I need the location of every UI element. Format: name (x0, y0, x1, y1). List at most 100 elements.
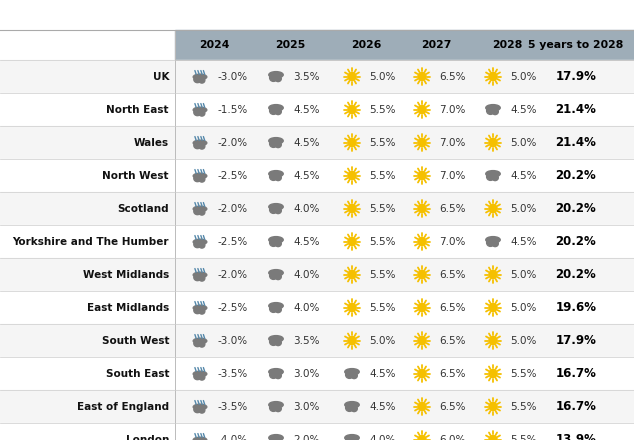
Text: -2.5%: -2.5% (217, 171, 247, 180)
Text: 6.5%: 6.5% (439, 369, 465, 378)
Text: 5.0%: 5.0% (510, 335, 536, 345)
Text: East Midlands: East Midlands (87, 303, 169, 312)
Bar (0, 159, 634, 192)
Text: 17.9%: 17.9% (555, 334, 597, 347)
Ellipse shape (275, 439, 281, 440)
Ellipse shape (269, 173, 277, 180)
Ellipse shape (194, 241, 201, 248)
Text: South East: South East (105, 369, 169, 378)
Text: 5 years to 2028: 5 years to 2028 (528, 40, 624, 50)
Ellipse shape (194, 274, 201, 281)
Text: 4.5%: 4.5% (369, 401, 396, 411)
Ellipse shape (199, 341, 205, 347)
Bar (175, 30, 634, 60)
Text: 5.0%: 5.0% (510, 203, 536, 213)
Ellipse shape (199, 209, 205, 215)
Ellipse shape (193, 107, 207, 113)
Bar (0, 390, 634, 423)
Text: 7.0%: 7.0% (439, 137, 465, 147)
Ellipse shape (193, 140, 207, 146)
Ellipse shape (194, 439, 201, 440)
Bar (0, 423, 634, 440)
Text: 4.5%: 4.5% (293, 171, 320, 180)
Circle shape (489, 205, 497, 213)
Bar (0, 93, 634, 126)
Circle shape (348, 238, 356, 246)
Circle shape (418, 238, 426, 246)
Ellipse shape (492, 109, 498, 114)
Ellipse shape (269, 72, 283, 78)
Ellipse shape (486, 237, 500, 243)
Text: 5.0%: 5.0% (369, 72, 396, 81)
Ellipse shape (487, 107, 495, 114)
Ellipse shape (194, 340, 201, 347)
Circle shape (418, 106, 426, 114)
Circle shape (418, 370, 426, 378)
Text: 2028: 2028 (492, 40, 522, 50)
Text: 4.0%: 4.0% (293, 303, 320, 312)
Circle shape (489, 304, 497, 312)
Text: South West: South West (101, 335, 169, 345)
Circle shape (348, 139, 356, 147)
Text: 2025: 2025 (275, 40, 305, 50)
Text: -2.5%: -2.5% (217, 237, 247, 246)
Ellipse shape (269, 402, 283, 408)
Text: 6.5%: 6.5% (439, 303, 465, 312)
Text: UK: UK (153, 72, 169, 81)
Text: 20.2%: 20.2% (555, 202, 597, 215)
Circle shape (348, 271, 356, 279)
Text: 6.5%: 6.5% (439, 269, 465, 279)
Text: 3.5%: 3.5% (293, 335, 320, 345)
Ellipse shape (351, 406, 358, 411)
Text: -3.5%: -3.5% (217, 401, 247, 411)
Bar (0, 291, 634, 324)
Ellipse shape (269, 435, 283, 440)
Text: 5.0%: 5.0% (510, 303, 536, 312)
Circle shape (418, 436, 426, 440)
Text: Scotland: Scotland (117, 203, 169, 213)
Text: 20.2%: 20.2% (555, 235, 597, 248)
Ellipse shape (486, 171, 500, 177)
Ellipse shape (269, 272, 277, 279)
Text: 4.5%: 4.5% (293, 137, 320, 147)
Text: 7.0%: 7.0% (439, 237, 465, 246)
Ellipse shape (269, 237, 283, 243)
Ellipse shape (275, 373, 281, 378)
Text: -3.5%: -3.5% (217, 369, 247, 378)
Ellipse shape (194, 76, 201, 83)
Ellipse shape (486, 105, 500, 111)
Text: -2.0%: -2.0% (217, 137, 247, 147)
Circle shape (489, 436, 497, 440)
Ellipse shape (346, 371, 353, 378)
Ellipse shape (194, 109, 201, 116)
Ellipse shape (487, 239, 495, 246)
Text: 4.0%: 4.0% (293, 203, 320, 213)
Ellipse shape (193, 206, 207, 212)
Text: -4.0%: -4.0% (217, 435, 247, 440)
Ellipse shape (269, 369, 283, 375)
Ellipse shape (269, 270, 283, 276)
Ellipse shape (269, 204, 283, 210)
Text: 5.5%: 5.5% (369, 171, 396, 180)
Ellipse shape (199, 308, 205, 314)
Circle shape (418, 139, 426, 147)
Text: East of England: East of England (77, 401, 169, 411)
Ellipse shape (269, 404, 277, 411)
Text: 5.5%: 5.5% (510, 401, 536, 411)
Text: London: London (126, 435, 169, 440)
Bar (0, 258, 634, 291)
Ellipse shape (269, 303, 283, 309)
Text: 13.9%: 13.9% (555, 433, 597, 440)
Text: 2027: 2027 (421, 40, 451, 50)
Text: -2.0%: -2.0% (217, 203, 247, 213)
Circle shape (418, 172, 426, 180)
Ellipse shape (269, 338, 277, 345)
Ellipse shape (275, 76, 281, 81)
Ellipse shape (269, 239, 277, 246)
Text: 6.5%: 6.5% (439, 72, 465, 81)
Text: -1.5%: -1.5% (217, 105, 247, 114)
Ellipse shape (193, 404, 207, 410)
Text: 5.5%: 5.5% (510, 435, 536, 440)
Ellipse shape (194, 142, 201, 149)
Text: -3.0%: -3.0% (217, 72, 247, 81)
